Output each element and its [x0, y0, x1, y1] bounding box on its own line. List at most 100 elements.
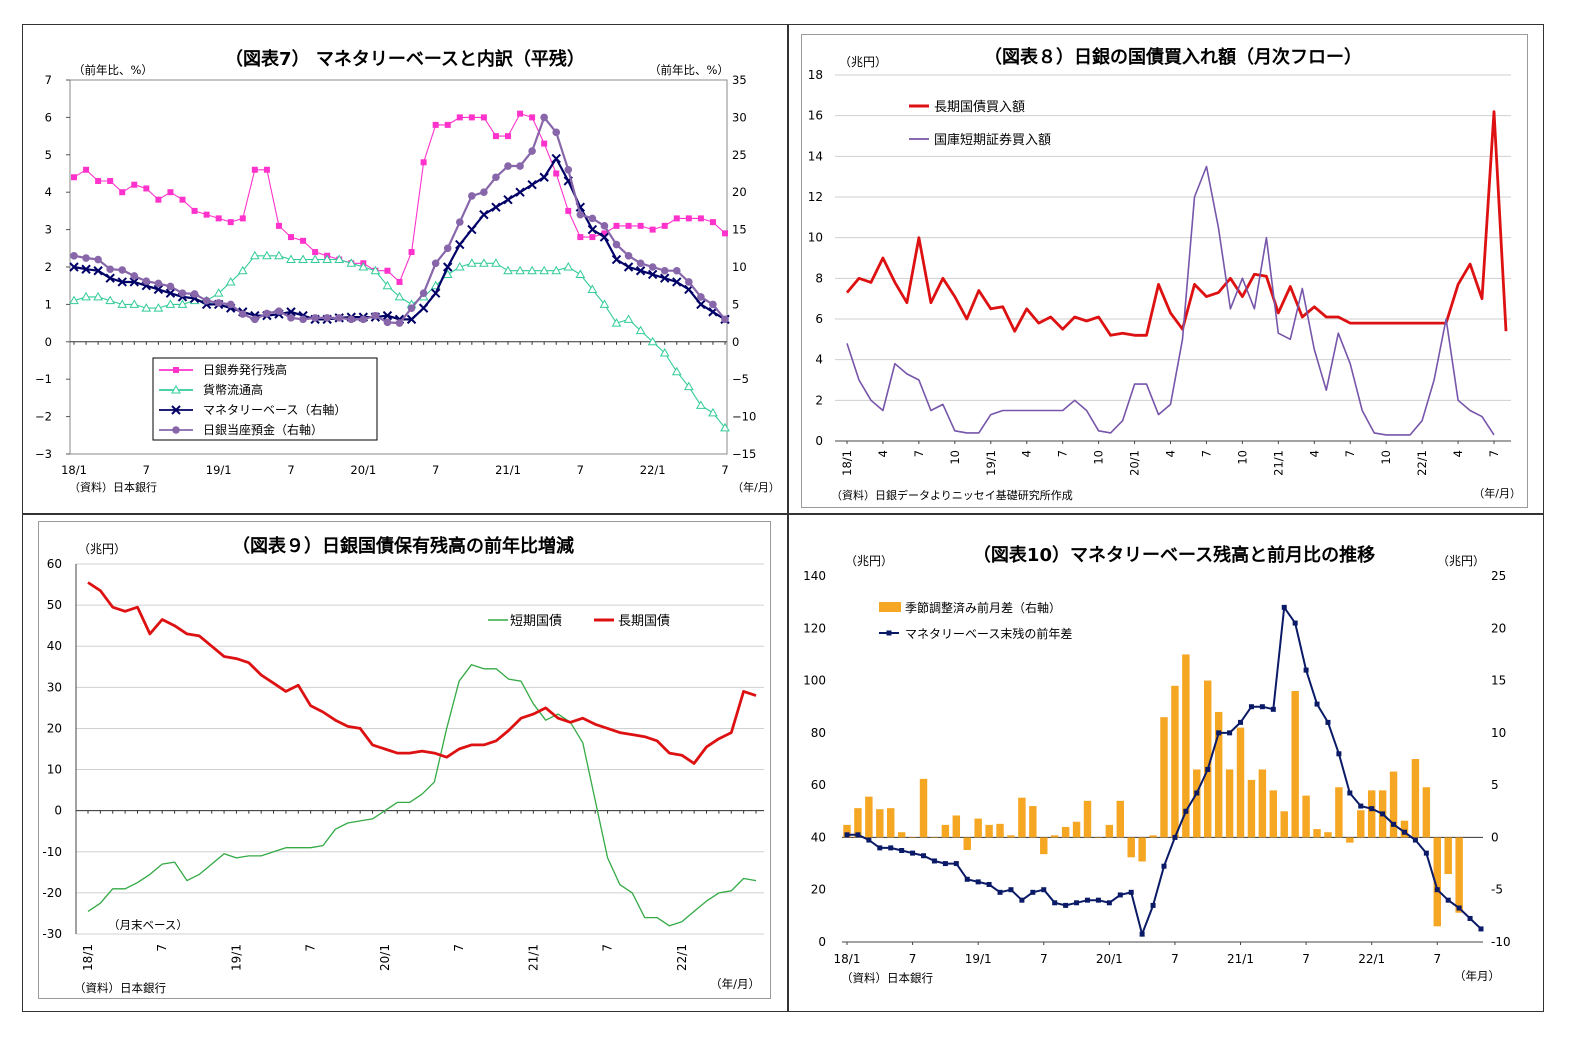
- legend-marker: [886, 630, 892, 636]
- x-tick-label: 7: [721, 463, 728, 477]
- data-point: [479, 209, 489, 220]
- bar: [1444, 837, 1452, 875]
- right-tick-label: 0: [732, 335, 739, 349]
- data-point: [540, 113, 548, 122]
- right-axis-label: （兆円）: [1437, 554, 1485, 568]
- data-point: [396, 278, 403, 285]
- data-point: [239, 215, 246, 222]
- data-point: [649, 226, 656, 233]
- data-point: [480, 188, 488, 196]
- x-unit-label: （年/月）: [1473, 486, 1521, 500]
- data-point: [468, 192, 476, 200]
- data-point: [553, 170, 560, 177]
- x-tick-label: 7: [1199, 450, 1213, 457]
- data-point: [1292, 620, 1298, 626]
- bar: [985, 824, 993, 838]
- data-point: [672, 266, 681, 275]
- data-point: [347, 315, 356, 324]
- data-point: [166, 282, 175, 291]
- bar: [974, 818, 982, 838]
- data-point: [504, 162, 512, 170]
- x-tick-label: 22/1: [675, 944, 689, 971]
- data-point: [213, 288, 224, 297]
- data-point: [491, 202, 501, 212]
- data-point: [442, 269, 453, 278]
- legend-marker: [172, 426, 180, 434]
- x-tick-label: 7: [452, 944, 466, 952]
- data-point: [118, 266, 127, 274]
- data-point: [1412, 837, 1418, 843]
- chart-7-svg: （図表7） マネタリーベースと内訳（平残） （前年比、%） （前年比、%） 7 6 5 4 3…: [35, 48, 780, 494]
- data-point: [1063, 902, 1069, 908]
- data-point: [975, 879, 981, 885]
- y-tick-label: 14: [808, 149, 823, 163]
- data-point: [1423, 850, 1429, 856]
- data-point: [575, 269, 586, 278]
- data-point: [1041, 887, 1047, 893]
- legend-bar-swatch: [879, 602, 901, 612]
- bar: [1367, 790, 1376, 838]
- data-point: [1325, 719, 1331, 725]
- x-tick-label: 19/1: [965, 952, 992, 966]
- data-point: [81, 291, 91, 301]
- x-tick-label: 21/1: [526, 944, 540, 971]
- data-point: [910, 850, 916, 856]
- data-point: [190, 290, 199, 298]
- series-line-1: [846, 165, 1495, 436]
- data-point: [600, 222, 609, 230]
- data-point: [1445, 897, 1451, 903]
- data-point: [1095, 897, 1101, 903]
- data-point: [262, 250, 272, 260]
- left-axis-label: （前年比、%）: [73, 63, 153, 77]
- data-point: [407, 304, 416, 312]
- data-point: [251, 166, 258, 173]
- data-point: [191, 207, 198, 214]
- data-point: [1401, 829, 1407, 835]
- right-tick-label: 5: [732, 297, 739, 311]
- chart-9-panel: [38, 521, 771, 999]
- left-tick-label: 100: [803, 674, 826, 688]
- x-tick-label: 7: [432, 463, 439, 477]
- y-axis-label: （兆円）: [839, 55, 887, 69]
- data-point: [107, 177, 114, 184]
- data-point: [406, 314, 417, 325]
- data-point: [298, 254, 308, 264]
- data-point: [1019, 897, 1025, 903]
- data-point: [142, 277, 151, 286]
- chart-title: （図表10）マネタリーベース残高と前月比の推移: [973, 544, 1375, 566]
- data-point: [479, 258, 489, 267]
- data-point: [141, 303, 152, 312]
- bar: [930, 837, 939, 838]
- data-point: [299, 315, 307, 324]
- data-point: [275, 307, 283, 315]
- data-point: [335, 314, 344, 322]
- x-tick-label: 20/1: [350, 463, 376, 477]
- data-point: [263, 309, 271, 318]
- data-point: [492, 133, 499, 140]
- y-tick-label: 0: [815, 434, 823, 448]
- y-tick-label: 30: [47, 680, 62, 694]
- data-point: [179, 196, 186, 203]
- x-tick-label: 4: [1164, 450, 1178, 457]
- x-tick-label: 7: [1040, 952, 1048, 966]
- right-tick-label: 10: [1491, 726, 1506, 740]
- data-point: [647, 336, 658, 346]
- x-tick-label: 7: [909, 952, 917, 966]
- data-point: [455, 218, 464, 226]
- data-point: [359, 315, 368, 324]
- left-tick-label: 0: [45, 335, 52, 349]
- data-point: [384, 267, 391, 274]
- data-point: [165, 288, 176, 298]
- data-point: [588, 214, 597, 223]
- x-tick-label: 22/1: [1358, 952, 1385, 966]
- left-tick-label: 120: [803, 621, 826, 635]
- figure-frame: [22, 24, 1544, 1012]
- series-line-0: [87, 664, 757, 927]
- bar: [1302, 795, 1310, 838]
- x-unit-label: （年月）: [1454, 969, 1500, 983]
- data-point: [286, 307, 296, 317]
- x-tick-label: 4: [1451, 450, 1465, 457]
- bar: [1160, 717, 1168, 838]
- data-point: [635, 325, 646, 335]
- data-point: [1478, 926, 1484, 932]
